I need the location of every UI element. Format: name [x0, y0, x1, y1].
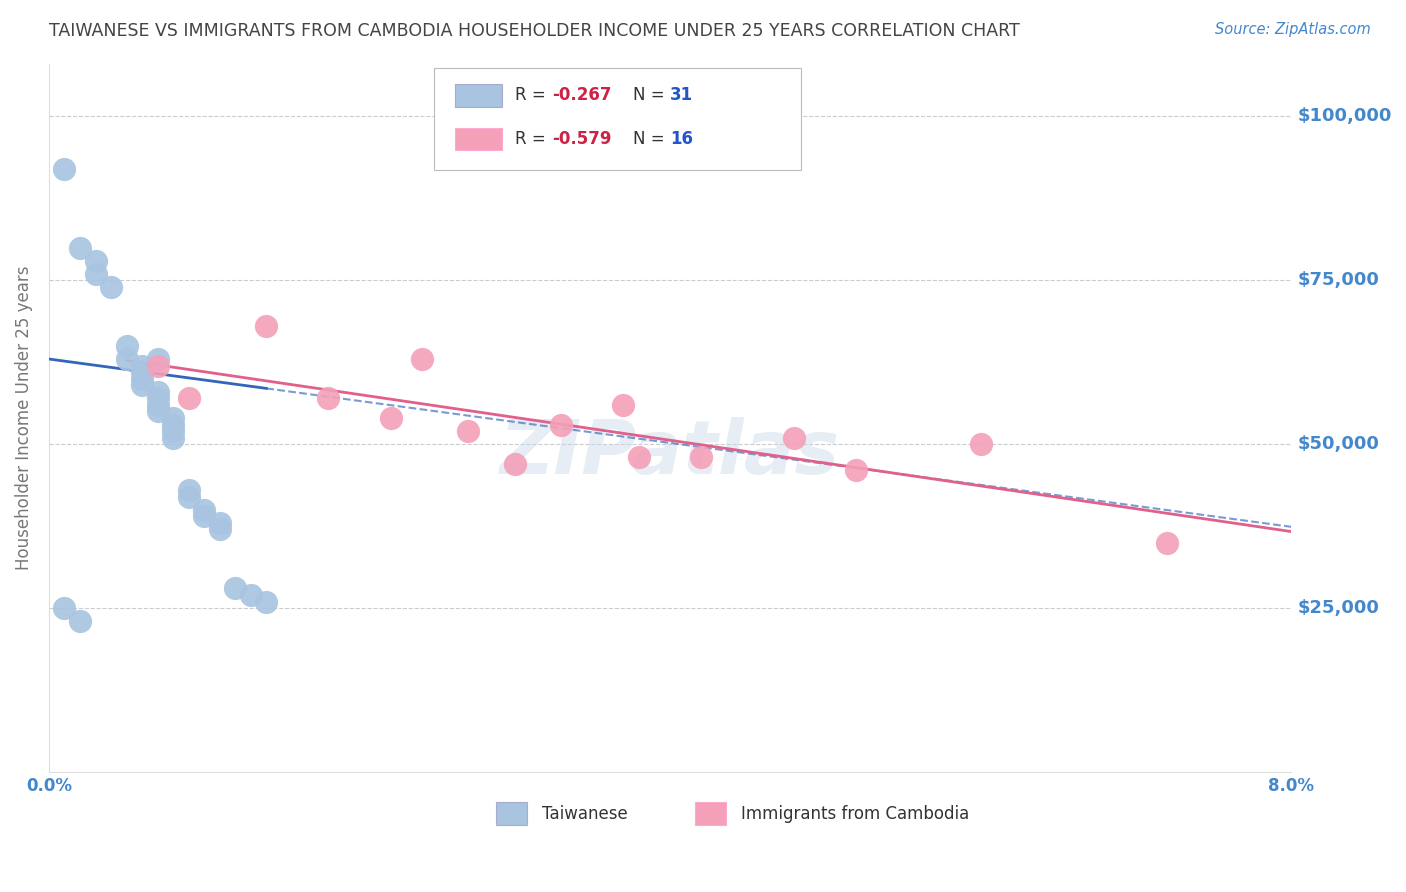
- Point: [254, 594, 277, 608]
- Point: [177, 483, 200, 497]
- Point: [131, 372, 153, 386]
- Text: Immigrants from Cambodia: Immigrants from Cambodia: [741, 805, 969, 822]
- Point: [1156, 535, 1178, 549]
- Point: [627, 450, 650, 465]
- Point: [84, 253, 107, 268]
- Point: [115, 351, 138, 366]
- Point: [131, 359, 153, 373]
- FancyBboxPatch shape: [456, 84, 502, 106]
- Point: [53, 601, 76, 615]
- Point: [146, 398, 169, 412]
- Point: [193, 503, 215, 517]
- Point: [783, 431, 806, 445]
- Text: $75,000: $75,000: [1298, 271, 1379, 289]
- Point: [193, 509, 215, 524]
- Text: -0.579: -0.579: [553, 130, 612, 148]
- Point: [53, 161, 76, 176]
- Point: [318, 392, 340, 406]
- Point: [84, 267, 107, 281]
- Point: [690, 450, 713, 465]
- Text: 16: 16: [671, 130, 693, 148]
- FancyBboxPatch shape: [434, 68, 800, 170]
- Point: [146, 359, 169, 373]
- Point: [177, 392, 200, 406]
- Point: [177, 490, 200, 504]
- Text: ZIPatlas: ZIPatlas: [501, 417, 839, 490]
- Text: $100,000: $100,000: [1298, 108, 1392, 126]
- Point: [208, 523, 231, 537]
- Text: R =: R =: [515, 130, 551, 148]
- Text: TAIWANESE VS IMMIGRANTS FROM CAMBODIA HOUSEHOLDER INCOME UNDER 25 YEARS CORRELAT: TAIWANESE VS IMMIGRANTS FROM CAMBODIA HO…: [49, 22, 1019, 40]
- Point: [146, 384, 169, 399]
- Point: [162, 431, 184, 445]
- Text: N =: N =: [633, 130, 669, 148]
- Text: 31: 31: [671, 87, 693, 104]
- Point: [845, 463, 868, 477]
- Text: $50,000: $50,000: [1298, 435, 1379, 453]
- FancyBboxPatch shape: [456, 128, 502, 151]
- Point: [100, 280, 122, 294]
- Text: Taiwanese: Taiwanese: [543, 805, 628, 822]
- Point: [503, 457, 526, 471]
- Point: [457, 424, 479, 438]
- Text: $25,000: $25,000: [1298, 599, 1379, 617]
- Point: [131, 365, 153, 379]
- Point: [131, 378, 153, 392]
- Text: Source: ZipAtlas.com: Source: ZipAtlas.com: [1215, 22, 1371, 37]
- Point: [612, 398, 634, 412]
- Point: [69, 241, 91, 255]
- Text: N =: N =: [633, 87, 669, 104]
- Point: [380, 411, 402, 425]
- Text: R =: R =: [515, 87, 551, 104]
- Point: [146, 351, 169, 366]
- Point: [146, 392, 169, 406]
- FancyBboxPatch shape: [695, 803, 725, 825]
- Point: [254, 319, 277, 334]
- Point: [115, 339, 138, 353]
- Point: [411, 351, 433, 366]
- Point: [550, 417, 572, 432]
- Point: [162, 411, 184, 425]
- Point: [224, 582, 246, 596]
- Point: [69, 614, 91, 628]
- Point: [969, 437, 991, 451]
- Point: [208, 516, 231, 530]
- Text: -0.267: -0.267: [553, 87, 612, 104]
- Y-axis label: Householder Income Under 25 years: Householder Income Under 25 years: [15, 266, 32, 570]
- FancyBboxPatch shape: [496, 803, 527, 825]
- Point: [162, 424, 184, 438]
- Point: [146, 404, 169, 418]
- Point: [162, 417, 184, 432]
- Point: [239, 588, 262, 602]
